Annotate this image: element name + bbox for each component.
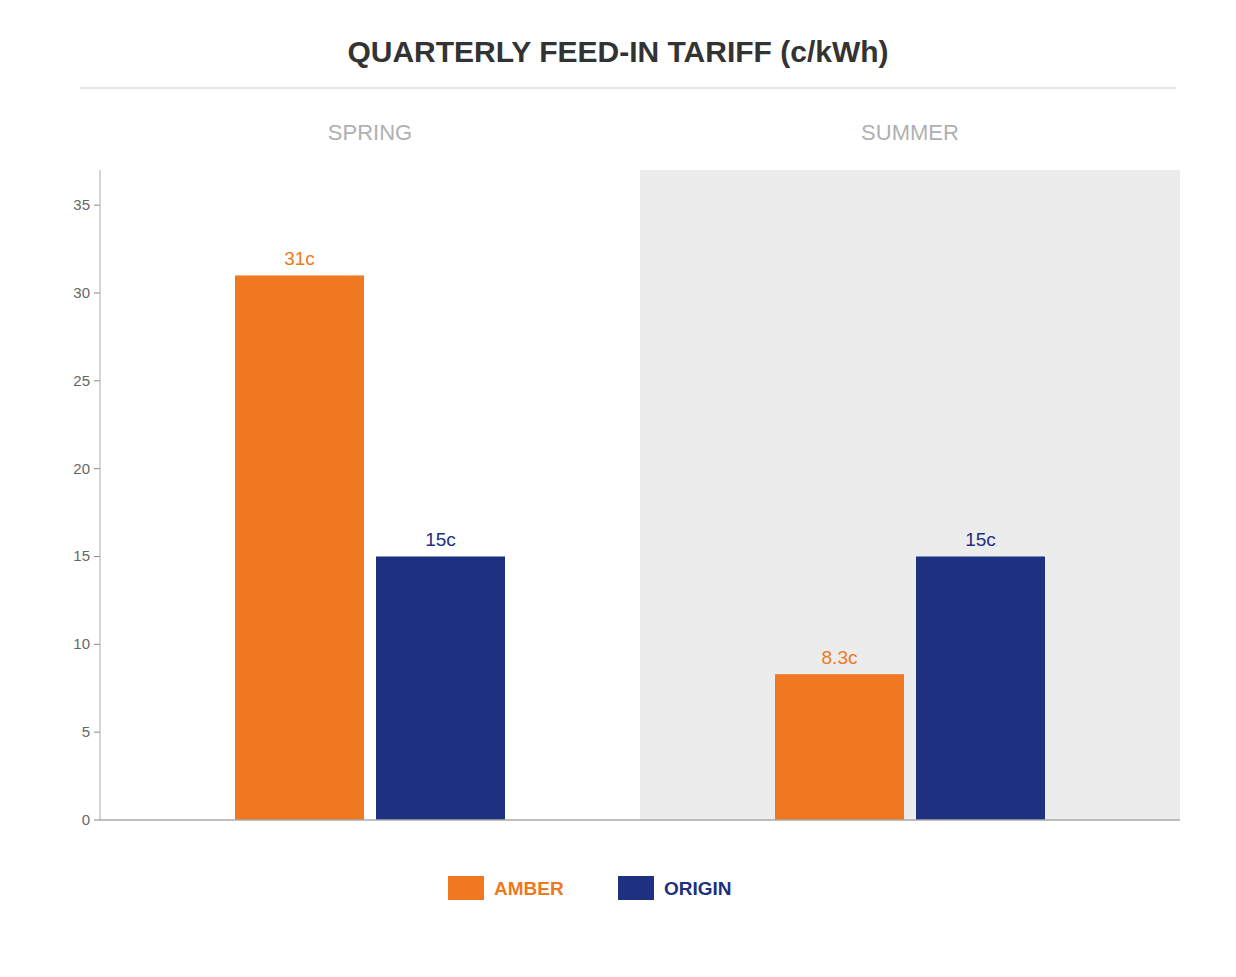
legend-label: AMBER — [494, 878, 564, 899]
bars — [235, 275, 1045, 820]
page: {"chart_data": {"type": "bar", "title": … — [0, 0, 1236, 977]
y-tick-label: 35 — [73, 196, 90, 213]
legend-label: ORIGIN — [664, 878, 732, 899]
y-tick — [94, 732, 100, 733]
y-tick-label: 0 — [82, 811, 90, 828]
y-axis: 0 5 10 15 20 25 30 35 — [73, 170, 100, 828]
season-band — [640, 170, 1180, 820]
y-tick-label: 25 — [73, 372, 90, 389]
data-label: 15c — [425, 529, 456, 550]
data-labels: 31c 8.3c 15c 15c — [284, 248, 996, 668]
y-tick-label: 20 — [73, 460, 90, 477]
x-axis-line — [100, 819, 1180, 821]
data-label: 31c — [284, 248, 315, 269]
category-label: SPRING — [328, 120, 412, 145]
legend-swatch — [618, 876, 654, 900]
y-tick — [94, 380, 100, 381]
legend-swatch — [448, 876, 484, 900]
y-tick-label: 5 — [82, 723, 90, 740]
title-rule — [80, 87, 1176, 88]
title: QUARTERLY FEED-IN TARIFF (c/kWh) — [347, 35, 888, 68]
bar — [775, 674, 904, 820]
y-tick-label: 10 — [73, 635, 90, 652]
y-tick — [94, 644, 100, 645]
chart-svg: QUARTERLY FEED-IN TARIFF (c/kWh) 0 5 10 15 20… — [0, 0, 1236, 977]
y-tick — [94, 820, 100, 821]
legend: AMBER ORIGIN — [448, 876, 732, 900]
y-tick — [94, 556, 100, 557]
y-tick-label: 15 — [73, 547, 90, 564]
y-tick — [94, 292, 100, 293]
y-tick — [94, 468, 100, 469]
data-label: 15c — [965, 529, 996, 550]
y-axis-line — [100, 170, 101, 820]
data-label: 8.3c — [822, 647, 858, 668]
y-tick — [94, 205, 100, 206]
y-tick-label: 30 — [73, 284, 90, 301]
bar — [916, 556, 1045, 820]
bar — [376, 556, 505, 820]
chart-container: QUARTERLY FEED-IN TARIFF (c/kWh) 0 5 10 15 20… — [0, 0, 1236, 977]
bar — [235, 275, 364, 820]
category-label: SUMMER — [861, 120, 959, 145]
